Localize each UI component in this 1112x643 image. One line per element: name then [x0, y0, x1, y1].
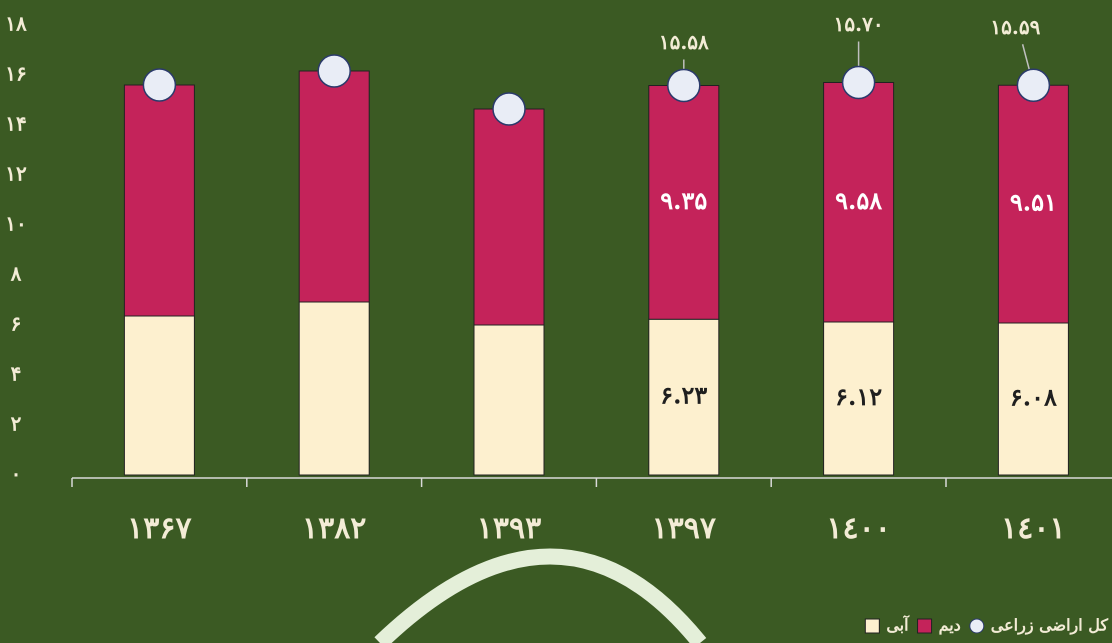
total-label: ۱۵.۵۸: [659, 30, 709, 54]
y-tick-label: ۴: [11, 362, 22, 386]
legend-swatch: [917, 618, 933, 634]
bar-segment: [123, 84, 195, 317]
y-tick-label: ۰: [11, 462, 22, 486]
y-tick-label: ۱۸: [5, 12, 27, 36]
bar-segment: [997, 322, 1069, 476]
legend-swatch: [969, 618, 985, 634]
legend-label: کل اراضی زراعی: [991, 616, 1109, 636]
bar-segment: [298, 70, 370, 303]
legend-label: دیم: [939, 616, 961, 636]
total-marker: [1016, 68, 1051, 102]
bar-segment: [648, 85, 720, 320]
x-tick-label: ١٤٠٠: [826, 511, 890, 546]
total-marker: [667, 68, 701, 103]
y-tick-label: ۸: [10, 262, 22, 286]
total-marker: [142, 68, 177, 102]
value-label: ۹.۵۸: [835, 186, 882, 215]
bar-segment: [648, 318, 720, 476]
x-tick-label: ١٤٠١: [1001, 511, 1065, 546]
value-label: ۶.۲۳: [660, 381, 707, 410]
x-tick-label: ۱۳۸۲: [302, 511, 366, 546]
total-label: ۱۵.۵۹: [990, 15, 1040, 39]
total-marker: [317, 54, 351, 88]
bar-segment: [823, 82, 895, 323]
value-label: ۶.۰۸: [1010, 383, 1057, 412]
legend-swatch: [864, 618, 880, 634]
y-tick-label: ۱۴: [5, 112, 26, 136]
y-tick-label: ۱۲: [5, 162, 27, 186]
x-tick-label: ۱۳۹۳: [477, 511, 541, 546]
total-label: ۱۵.۷۰: [834, 12, 884, 36]
y-tick-label: ۱۰: [5, 212, 26, 236]
bar-segment: [123, 315, 195, 476]
bar-segment: [823, 321, 895, 476]
y-tick-label: ۲: [11, 412, 22, 436]
value-label: ۹.۵۱: [1010, 188, 1057, 217]
value-label: ۶.۱۲: [835, 382, 882, 411]
decorative-arc: [374, 548, 707, 643]
bar-segment: [473, 108, 545, 326]
total-marker: [841, 65, 876, 100]
y-tick-label: ۱۶: [5, 62, 26, 86]
legend-label: آبی: [886, 614, 910, 635]
x-tick-label: ۱۳۹۷: [652, 511, 717, 546]
y-tick-label: ۶: [11, 312, 22, 336]
bar-segment: [298, 301, 370, 476]
x-tick-label: ۱۳۶۷: [127, 511, 192, 546]
total-marker: [492, 92, 526, 126]
value-label: ۹.۳۵: [660, 186, 707, 215]
bar-segment: [473, 324, 545, 476]
